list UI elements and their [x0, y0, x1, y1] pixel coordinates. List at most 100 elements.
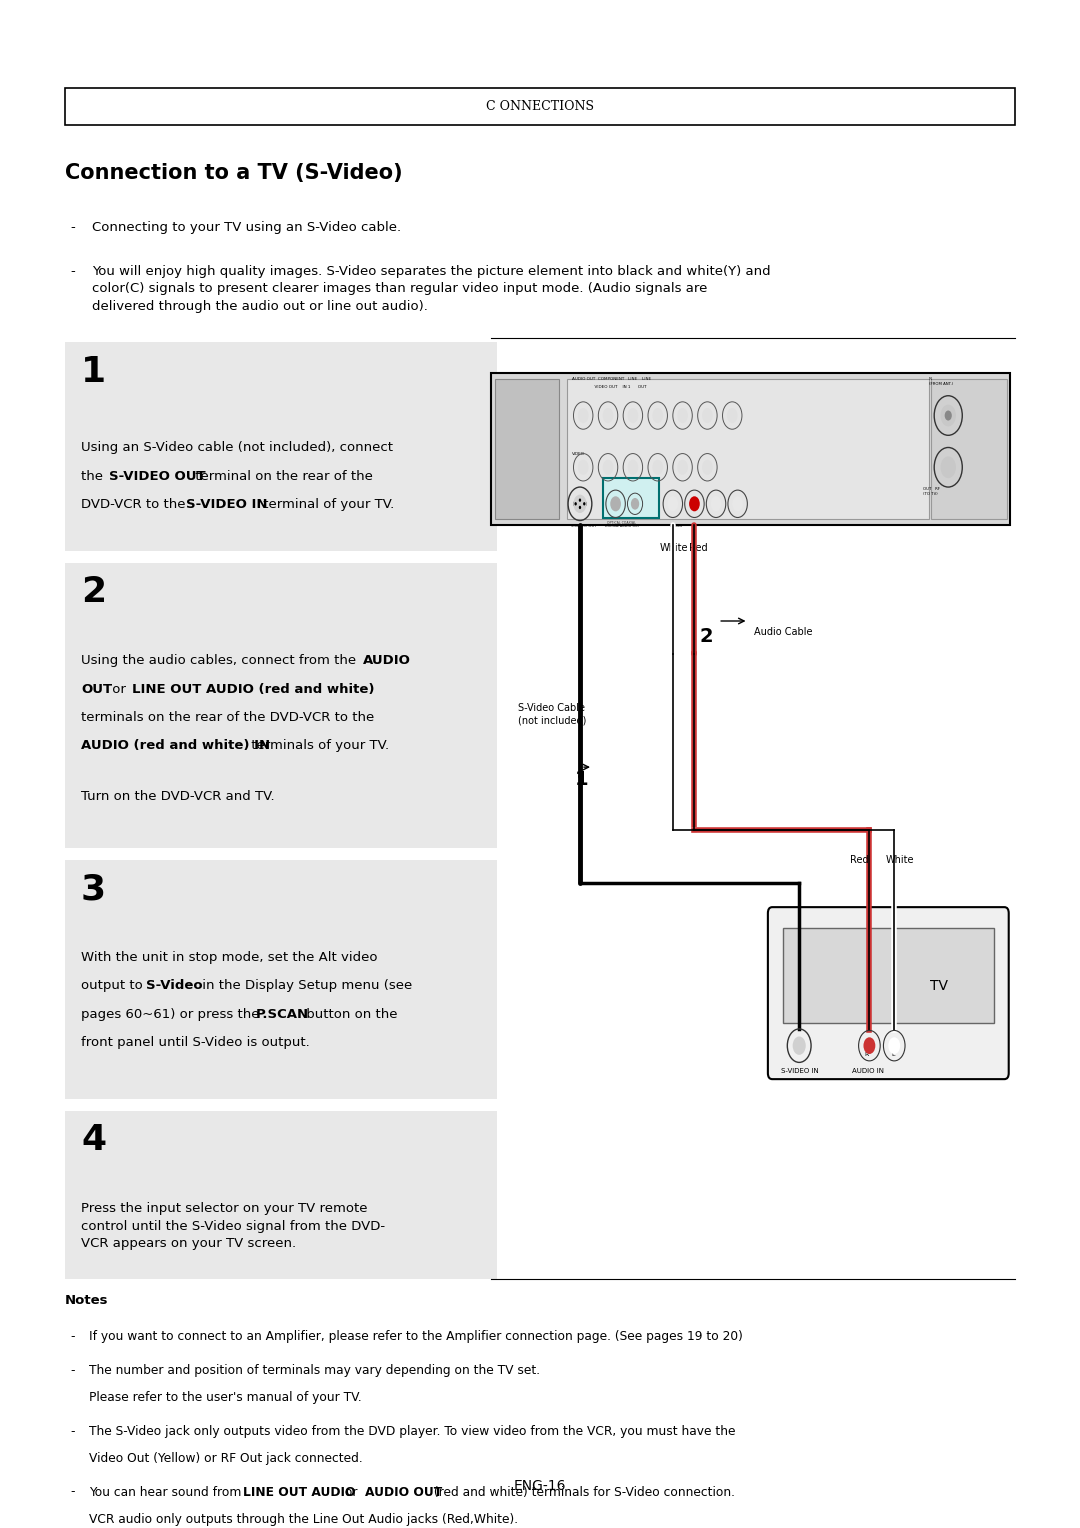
FancyBboxPatch shape	[491, 373, 1010, 526]
Text: or: or	[108, 683, 130, 695]
Text: AUDIO IN: AUDIO IN	[852, 1068, 885, 1074]
Text: R: R	[864, 1051, 868, 1057]
Text: P.SCAN: P.SCAN	[256, 1007, 309, 1021]
Circle shape	[945, 411, 951, 420]
FancyBboxPatch shape	[931, 379, 1007, 520]
Text: ENG-16: ENG-16	[514, 1479, 566, 1493]
Text: AUDIO: AUDIO	[363, 654, 410, 668]
Text: terminals of your TV.: terminals of your TV.	[247, 740, 390, 752]
Circle shape	[652, 460, 663, 475]
Text: S-VIDEO OUT: S-VIDEO OUT	[109, 469, 205, 483]
Text: The number and position of terminals may vary depending on the TV set.: The number and position of terminals may…	[89, 1365, 540, 1377]
Text: terminal on the rear of the: terminal on the rear of the	[191, 469, 373, 483]
Circle shape	[627, 460, 638, 475]
Text: -: -	[70, 1365, 75, 1377]
FancyBboxPatch shape	[65, 1111, 497, 1279]
Text: terminal of your TV.: terminal of your TV.	[259, 498, 394, 510]
Text: DIGITAL AUDIO OUT: DIGITAL AUDIO OUT	[605, 524, 639, 527]
Text: Red: Red	[850, 856, 868, 865]
Text: output to: output to	[81, 979, 147, 993]
Text: S-Video: S-Video	[146, 979, 202, 993]
Text: L: L	[891, 1051, 894, 1057]
Text: 1: 1	[81, 354, 106, 388]
Text: -: -	[70, 264, 75, 278]
Text: DVD-VCR to the: DVD-VCR to the	[81, 498, 190, 510]
Circle shape	[575, 503, 577, 506]
Text: S-VIDEO IN: S-VIDEO IN	[781, 1068, 819, 1074]
Text: -: -	[70, 220, 75, 234]
FancyBboxPatch shape	[65, 89, 1015, 125]
Text: S-Video Cable
(not included): S-Video Cable (not included)	[518, 703, 586, 726]
Text: 2: 2	[81, 576, 106, 610]
Text: C ONNECTIONS: C ONNECTIONS	[486, 99, 594, 113]
Text: Connection to a TV (S-Video): Connection to a TV (S-Video)	[65, 163, 403, 183]
Text: 1: 1	[575, 770, 589, 788]
Text: S-VIDEO IN: S-VIDEO IN	[186, 498, 267, 510]
FancyBboxPatch shape	[65, 342, 497, 552]
Text: You will enjoy high quality images. S-Video separates the picture element into b: You will enjoy high quality images. S-Vi…	[92, 264, 770, 313]
Text: 2: 2	[700, 626, 714, 646]
Circle shape	[578, 460, 589, 475]
Circle shape	[578, 408, 589, 423]
Text: the: the	[81, 469, 107, 483]
Circle shape	[579, 506, 581, 509]
Text: AUDIO OUT  COMPONENT   LINE    LINE: AUDIO OUT COMPONENT LINE LINE	[572, 377, 651, 382]
FancyBboxPatch shape	[783, 929, 994, 1022]
Circle shape	[888, 1038, 901, 1054]
Text: -: -	[70, 1331, 75, 1343]
Text: front panel until S-Video is output.: front panel until S-Video is output.	[81, 1036, 310, 1048]
Text: -: -	[70, 1485, 75, 1499]
Text: Using the audio cables, connect from the: Using the audio cables, connect from the	[81, 654, 361, 668]
Text: AUDIO (red and white) IN: AUDIO (red and white) IN	[81, 740, 270, 752]
Text: AUDIO OUT: AUDIO OUT	[365, 1485, 443, 1499]
Text: 3: 3	[81, 872, 106, 906]
FancyBboxPatch shape	[567, 379, 929, 520]
Circle shape	[702, 408, 713, 423]
Circle shape	[579, 498, 581, 501]
Text: Red: Red	[689, 544, 707, 553]
Circle shape	[652, 408, 663, 423]
Circle shape	[941, 405, 956, 426]
Text: Audio Cable: Audio Cable	[754, 626, 812, 637]
Text: Turn on the DVD-VCR and TV.: Turn on the DVD-VCR and TV.	[81, 790, 274, 802]
Circle shape	[583, 503, 585, 506]
Text: The S-Video jack only outputs video from the DVD player. To view video from the : The S-Video jack only outputs video from…	[89, 1424, 735, 1438]
Text: Press the input selector on your TV remote
control until the S-Video signal from: Press the input selector on your TV remo…	[81, 1203, 386, 1250]
Text: With the unit in stop mode, set the Alt video: With the unit in stop mode, set the Alt …	[81, 952, 378, 964]
Text: LINE OUT AUDIO (red and white): LINE OUT AUDIO (red and white)	[132, 683, 375, 695]
Text: VCR audio only outputs through the Line Out Audio jacks (Red,White).: VCR audio only outputs through the Line …	[89, 1513, 517, 1526]
Text: in the Display Setup menu (see: in the Display Setup menu (see	[198, 979, 411, 993]
Circle shape	[667, 497, 678, 512]
Text: AUDIO: AUDIO	[670, 524, 683, 527]
Circle shape	[793, 1036, 806, 1054]
Text: or: or	[341, 1485, 362, 1499]
Text: OUT   RF
(TO TV): OUT RF (TO TV)	[923, 487, 941, 495]
Text: S-VIDEO OUT: S-VIDEO OUT	[571, 524, 597, 527]
Circle shape	[732, 497, 743, 512]
Text: Notes: Notes	[65, 1294, 108, 1306]
Circle shape	[711, 497, 721, 512]
Circle shape	[627, 408, 638, 423]
Text: terminals on the rear of the DVD-VCR to the: terminals on the rear of the DVD-VCR to …	[81, 711, 375, 724]
Text: button on the: button on the	[302, 1007, 397, 1021]
Circle shape	[677, 408, 688, 423]
Circle shape	[702, 460, 713, 475]
Circle shape	[677, 460, 688, 475]
Circle shape	[941, 457, 956, 478]
FancyBboxPatch shape	[768, 908, 1009, 1079]
Text: Video Out (Yellow) or RF Out jack connected.: Video Out (Yellow) or RF Out jack connec…	[89, 1452, 362, 1465]
Text: -: -	[70, 1424, 75, 1438]
Text: You can hear sound from: You can hear sound from	[89, 1485, 245, 1499]
Text: White: White	[886, 856, 914, 865]
Circle shape	[573, 495, 586, 513]
FancyBboxPatch shape	[495, 379, 559, 520]
Circle shape	[727, 408, 738, 423]
Text: pages 60~61) or press the: pages 60~61) or press the	[81, 1007, 264, 1021]
Circle shape	[603, 408, 613, 423]
Text: VIDEO OUT    IN 1      OUT: VIDEO OUT IN 1 OUT	[572, 385, 647, 390]
Text: OUT: OUT	[81, 683, 112, 695]
Text: If you want to connect to an Amplifier, please refer to the Amplifier connection: If you want to connect to an Amplifier, …	[89, 1331, 742, 1343]
Text: Connecting to your TV using an S-Video cable.: Connecting to your TV using an S-Video c…	[92, 220, 401, 234]
FancyBboxPatch shape	[603, 478, 659, 518]
Circle shape	[610, 497, 621, 512]
